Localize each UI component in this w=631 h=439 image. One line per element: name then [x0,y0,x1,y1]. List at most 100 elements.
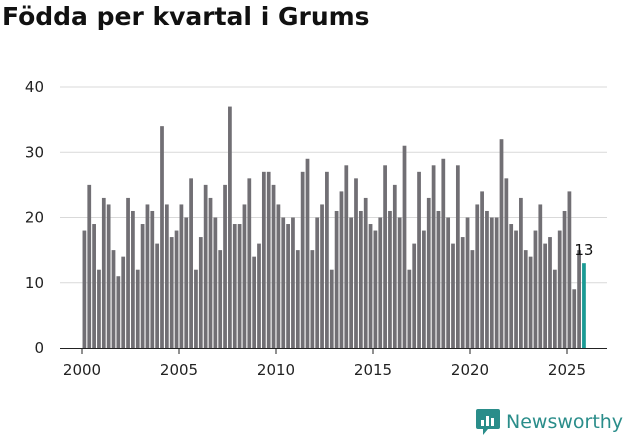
bar [417,171,421,348]
newsworthy-chart-icon [476,409,500,435]
bar [339,191,344,348]
x-tick-label: 2025 [548,361,586,379]
bar [174,230,179,348]
bar [344,165,349,348]
bar [92,224,96,348]
bar [509,224,514,348]
bar [504,178,509,348]
bar [223,184,227,348]
bar [189,178,193,348]
bar-chart: 0 10 20 30 40 2000 2005 2010 2015 2020 2025 13 [25,78,607,379]
x-tick-label: 2005 [160,361,198,379]
bar [368,224,373,348]
chart-title: Födda per kvartal i Grums [2,2,370,31]
bar [562,210,567,348]
bar [388,210,392,348]
y-tick-label: 30 [25,143,44,161]
bar [533,230,538,348]
bar [489,217,494,348]
bar [281,217,286,348]
data-labels: 13 [574,241,593,259]
bar [111,250,116,348]
newsworthy-logo[interactable]: Newsworthy [475,407,623,437]
bar [155,243,160,348]
bar [97,269,101,348]
bar [358,210,363,348]
bar [392,184,397,348]
bar [295,250,300,348]
y-tick-label: 20 [25,209,44,227]
bar [232,224,237,348]
bar [286,224,290,348]
bar [218,250,223,348]
bar [514,230,518,348]
bar [271,184,276,348]
bar [82,230,87,348]
y-tick-label: 40 [25,78,44,96]
bar [87,184,92,348]
bar [557,230,562,348]
bar [135,269,140,348]
bar [101,197,106,348]
bar [494,217,499,348]
bars [82,106,586,349]
bar [257,243,261,348]
bar [552,269,557,348]
bar [422,230,426,348]
bar [194,269,198,348]
bar [475,204,480,348]
bar [363,197,368,348]
bar [261,171,266,348]
brand-name: Newsworthy [506,411,624,433]
bar [160,126,164,349]
bar [519,197,523,348]
bar [121,256,126,348]
bar [548,237,552,348]
x-tick-label: 2015 [354,361,392,379]
bar [470,250,475,348]
x-tick-label: 2010 [257,361,295,379]
bar [373,230,378,348]
bar [252,256,257,348]
bar-highlighted [582,263,586,348]
bar [131,210,135,348]
bar [169,237,174,348]
bar [480,191,484,348]
data-label: 13 [574,241,593,259]
bar [431,165,436,348]
bar [412,243,417,348]
bar [523,250,528,348]
bar [310,250,315,348]
bar [397,217,402,348]
bar [465,217,470,348]
bar [329,269,334,348]
bar [164,204,169,348]
bar [577,250,581,348]
bar [266,171,271,348]
bar [315,217,320,348]
x-tick-label: 2000 [63,361,101,379]
y-tick-label: 0 [34,339,44,357]
axes: 0 10 20 30 40 2000 2005 2010 2015 2020 2025 [25,78,607,379]
bar [184,217,189,348]
bar [436,210,441,348]
bar [354,178,358,348]
bar [325,171,329,348]
bar [276,204,281,348]
bar [349,217,354,348]
bar [213,217,218,348]
bar [106,204,111,348]
bar [528,256,533,348]
bar [485,210,489,348]
bar [140,224,145,348]
bar [145,204,150,348]
bar [242,204,247,348]
bar [426,197,431,348]
bar [446,217,451,348]
bar [538,204,543,348]
bar [334,210,339,348]
bar [203,184,208,348]
bar [247,178,252,348]
bar [407,269,412,348]
bar [460,237,465,348]
